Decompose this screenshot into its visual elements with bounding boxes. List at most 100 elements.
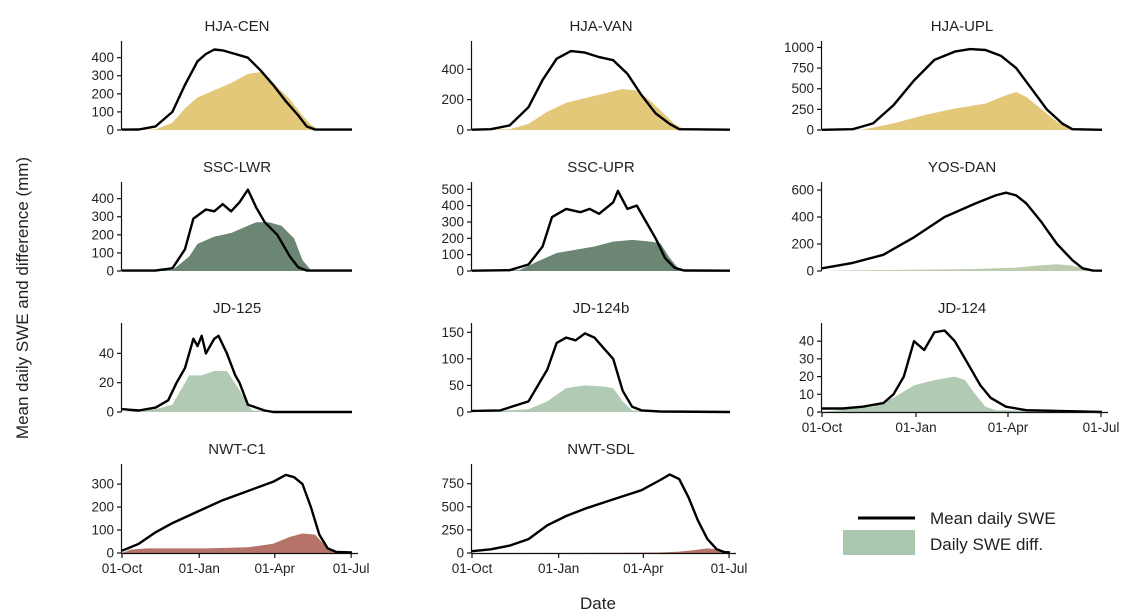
- y-tick-label: 200: [441, 92, 464, 107]
- y-axis-title: Mean daily SWE and difference (mm): [13, 157, 32, 439]
- y-tick-label: 750: [791, 61, 814, 76]
- y-tick-label: 200: [91, 500, 114, 515]
- panel-title: NWT-C1: [208, 441, 266, 458]
- panel-hja-van: HJA-VAN 0 200 400: [441, 18, 731, 138]
- y-tick-label: 400: [91, 191, 114, 206]
- x-tick-label: 01-Jul: [1083, 420, 1120, 435]
- y-tick-label: 100: [91, 104, 114, 119]
- panel-yos-dan: YOS-DAN 0 200 400 600: [791, 159, 1103, 279]
- x-tick-label: 01-Oct: [452, 561, 493, 576]
- y-tick-label: 600: [791, 183, 814, 198]
- panel-title: HJA-CEN: [204, 18, 269, 35]
- y-tick-label: 200: [441, 231, 464, 246]
- swe-line: [471, 332, 731, 414]
- legend-label-swe: Mean daily SWE: [930, 509, 1056, 528]
- y-tick-label: 500: [441, 499, 464, 514]
- panel-hja-cen: HJA-CEN 0 100 200 300 400: [91, 18, 352, 138]
- y-tick-label: 100: [441, 351, 464, 366]
- y-tick-label: 0: [456, 123, 464, 138]
- y-tick-label: 10: [799, 387, 814, 402]
- y-tick-label: 200: [791, 237, 814, 252]
- y-tick-label: 0: [806, 405, 814, 420]
- x-tick-label: 01-Oct: [102, 561, 143, 576]
- swe-line: [121, 48, 352, 131]
- y-tick-label: 0: [456, 546, 464, 561]
- y-tick-label: 100: [91, 523, 114, 538]
- y-tick-label: 0: [106, 123, 114, 138]
- diff-area: [472, 239, 730, 271]
- y-tick-label: 200: [91, 227, 114, 242]
- panel-title: SSC-UPR: [567, 159, 635, 176]
- x-tick-label: 01-Apr: [988, 420, 1029, 435]
- diff-area: [472, 385, 730, 412]
- diff-area: [822, 264, 1102, 271]
- y-tick-label: 300: [91, 68, 114, 83]
- swe-line: [121, 188, 353, 272]
- legend-area-swatch: [843, 530, 915, 555]
- y-tick-label: 500: [791, 81, 814, 96]
- y-tick-label: 40: [99, 346, 114, 361]
- legend: Mean daily SWE Daily SWE diff.: [843, 509, 1056, 555]
- y-tick-label: 1000: [784, 40, 814, 55]
- y-tick-label: 50: [449, 378, 464, 393]
- panel-title: JD-124: [938, 300, 986, 317]
- diff-area: [122, 72, 352, 130]
- y-tick-label: 200: [91, 86, 114, 101]
- x-tick-label: 01-Jul: [333, 561, 370, 576]
- panel-title: HJA-UPL: [931, 18, 994, 35]
- swe-line: [471, 473, 731, 554]
- y-tick-label: 400: [791, 210, 814, 225]
- swe-line: [471, 49, 731, 131]
- chart-panels: HJA-CEN0100200300400HJA-VAN0200400HJA-UP…: [91, 18, 1119, 576]
- y-tick-label: 20: [799, 369, 814, 384]
- panel-jd-124: JD-124 0 10 20 30 40 01-Oct 01-Jan 01-Apr 01-Jul: [799, 300, 1119, 435]
- y-tick-label: 0: [106, 546, 114, 561]
- swe-line: [121, 334, 352, 414]
- panel-title: SSC-LWR: [203, 159, 271, 176]
- y-tick-label: 400: [441, 198, 464, 213]
- diff-area: [822, 376, 1102, 412]
- y-tick-label: 750: [441, 476, 464, 491]
- swe-line: [822, 329, 1103, 414]
- x-tick-label: 01-Apr: [623, 561, 664, 576]
- panel-nwt-sdl: NWT-SDL 0 250 500 750 01-Oct 01-Jan 01-Apr 01-Ju…: [441, 441, 747, 576]
- y-tick-label: 300: [91, 209, 114, 224]
- panel-ssc-lwr: SSC-LWR 0 100 200 300 400: [91, 159, 353, 279]
- y-tick-label: 250: [441, 522, 464, 537]
- panel-title: NWT-SDL: [567, 441, 635, 458]
- legend-label-diff: Daily SWE diff.: [930, 535, 1043, 554]
- y-tick-label: 300: [441, 214, 464, 229]
- y-tick-label: 100: [91, 245, 114, 260]
- y-tick-label: 0: [106, 264, 114, 279]
- x-tick-label: 01-Jul: [711, 561, 748, 576]
- panel-hja-upl: HJA-UPL 0 250 500 750 1000: [784, 18, 1103, 138]
- y-tick-label: 30: [799, 351, 814, 366]
- panel-title: YOS-DAN: [928, 159, 996, 176]
- x-tick-label: 01-Oct: [802, 420, 843, 435]
- x-tick-label: 01-Jan: [179, 561, 220, 576]
- y-tick-label: 100: [441, 247, 464, 262]
- panel-nwt-c1: NWT-C1 0 100 200 300 01-Oct 01-Jan 01-Apr 01-Jul: [91, 441, 369, 576]
- panel-jd-124b: JD-124b 0 50 100 150: [441, 300, 731, 420]
- x-tick-label: 01-Apr: [255, 561, 296, 576]
- y-tick-label: 0: [456, 264, 464, 279]
- y-tick-label: 0: [806, 123, 814, 138]
- diff-area: [122, 222, 352, 271]
- x-tick-label: 01-Jan: [895, 420, 936, 435]
- diff-area: [472, 548, 730, 553]
- y-tick-label: 40: [799, 334, 814, 349]
- y-tick-label: 250: [791, 102, 814, 117]
- y-tick-label: 300: [91, 477, 114, 492]
- swe-line: [121, 473, 353, 554]
- y-tick-label: 0: [456, 405, 464, 420]
- x-axis-title: Date: [580, 594, 616, 613]
- y-tick-label: 500: [441, 182, 464, 197]
- diff-area: [822, 92, 1102, 130]
- panel-title: HJA-VAN: [569, 18, 632, 35]
- swe-line: [821, 47, 1103, 131]
- y-tick-label: 150: [441, 325, 464, 340]
- diff-area: [122, 533, 352, 553]
- y-tick-label: 20: [99, 375, 114, 390]
